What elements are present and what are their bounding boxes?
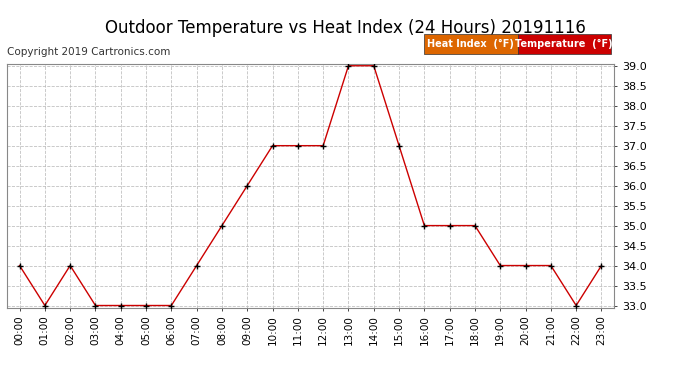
Text: Temperature  (°F): Temperature (°F) (515, 39, 613, 49)
Text: Heat Index  (°F): Heat Index (°F) (428, 39, 514, 49)
Text: Copyright 2019 Cartronics.com: Copyright 2019 Cartronics.com (7, 47, 170, 57)
Text: Outdoor Temperature vs Heat Index (24 Hours) 20191116: Outdoor Temperature vs Heat Index (24 Ho… (105, 19, 585, 37)
